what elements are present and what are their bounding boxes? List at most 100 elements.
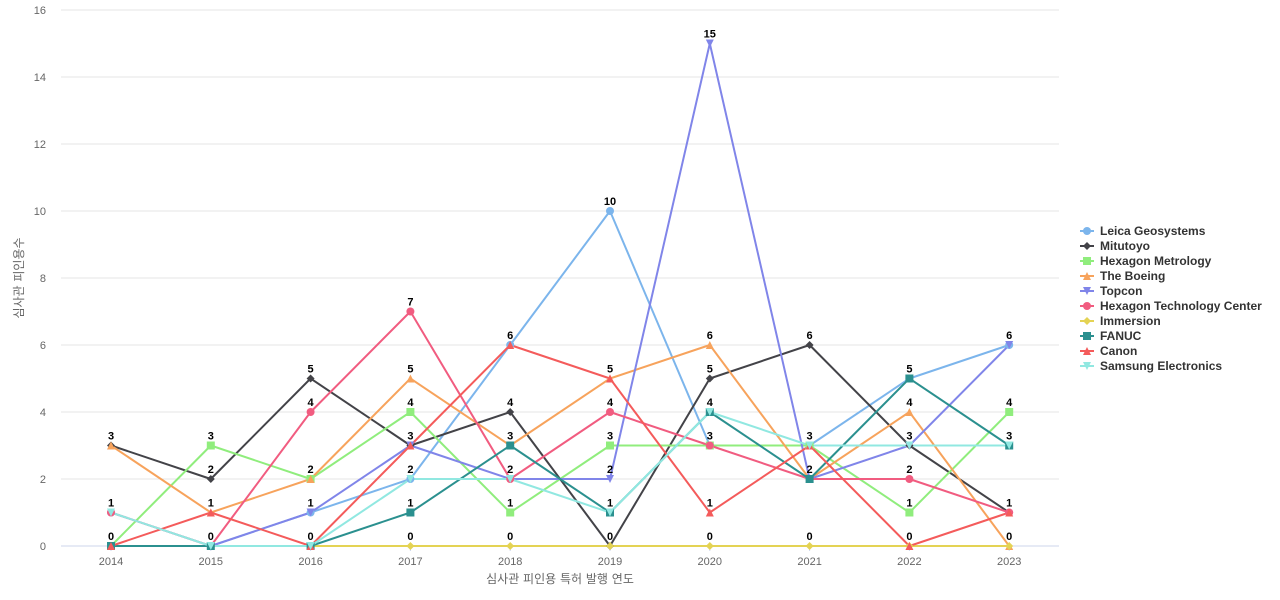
x-tick-label: 2019: [598, 556, 622, 568]
legend-marker: [1083, 227, 1091, 235]
data-point-fanuc: [406, 508, 415, 517]
x-axis-title: 심사관 피인용 특허 발행 연도: [486, 571, 634, 586]
y-tick-label: 14: [34, 72, 46, 84]
data-label: 6: [1006, 330, 1012, 342]
data-label: 1: [407, 498, 413, 510]
data-point-the-boeing: [306, 475, 315, 483]
legend-label: Samsung Electronics: [1100, 359, 1222, 373]
data-label: 15: [704, 29, 716, 41]
data-point-topcon: [606, 475, 614, 483]
data-label: 0: [906, 531, 912, 543]
legend-label: Immersion: [1100, 314, 1161, 328]
data-label: 0: [807, 531, 813, 543]
legend-item-leica-geosystems[interactable]: Leica Geosystems: [1080, 224, 1206, 238]
data-point-samsung-electronics: [905, 441, 914, 450]
y-tick-label: 8: [40, 273, 46, 285]
legend-marker: [1083, 347, 1091, 355]
data-point-immersion: [406, 542, 415, 550]
data-point-mitutoyo: [705, 374, 714, 383]
legend-label: FANUC: [1100, 329, 1142, 343]
data-point-topcon: [306, 508, 315, 517]
data-label: 5: [707, 364, 713, 376]
data-label: 1: [308, 498, 314, 510]
legend-item-hexagon-technology-center[interactable]: Hexagon Technology Center: [1080, 299, 1262, 313]
legend-item-samsung-electronics[interactable]: Samsung Electronics: [1080, 359, 1222, 373]
y-tick-label: 4: [40, 407, 46, 419]
series-line-topcon: [110, 42, 1011, 547]
x-axis: 2014 2015 2016 2017 2018 2019 2020 2021 2022 2023: [99, 546, 1021, 568]
x-tick-label: 2018: [498, 556, 522, 568]
legend-item-topcon[interactable]: Topcon: [1080, 284, 1142, 298]
series-markers: [107, 39, 1014, 550]
x-tick-label: 2017: [398, 556, 422, 568]
data-label: 0: [208, 531, 214, 543]
data-point-canon: [606, 374, 614, 383]
data-label: 2: [607, 464, 613, 476]
data-point-samsung-electronics: [606, 508, 614, 517]
legend-label: Hexagon Metrology: [1100, 254, 1212, 268]
data-point-hexagon-metrology: [1005, 408, 1014, 416]
legend-label: Leica Geosystems: [1100, 224, 1206, 238]
legend-marker: [1083, 317, 1091, 325]
data-label: 4: [1006, 397, 1013, 409]
data-label: 2: [308, 464, 314, 476]
x-tick-label: 2023: [997, 556, 1021, 568]
data-point-hexagon-technology-center: [606, 408, 614, 416]
data-point-the-boeing: [705, 341, 714, 349]
data-label: 1: [208, 498, 214, 510]
data-label: 4: [906, 397, 913, 409]
data-label: 5: [308, 364, 314, 376]
legend-item-hexagon-metrology[interactable]: Hexagon Metrology: [1080, 254, 1212, 268]
data-point-immersion: [506, 542, 515, 550]
data-point-fanuc: [905, 374, 914, 383]
data-point-hexagon-metrology: [406, 408, 415, 416]
series-line-canon: [110, 344, 1011, 547]
legend-item-immersion[interactable]: Immersion: [1080, 314, 1161, 328]
data-label: 7: [407, 297, 413, 309]
data-label: 6: [507, 330, 513, 342]
legend-item-the-boeing[interactable]: The Boeing: [1080, 269, 1165, 283]
legend-item-mitutoyo[interactable]: Mitutoyo: [1080, 239, 1150, 253]
data-label: 1: [906, 498, 912, 510]
data-label: 1: [108, 498, 114, 510]
data-point-mitutoyo: [306, 374, 315, 383]
legend-marker: [1083, 287, 1091, 295]
data-point-immersion: [705, 542, 714, 550]
data-label: 0: [407, 531, 413, 543]
data-label: 2: [507, 464, 513, 476]
y-axis: 0 2 4 6 8 10 12 14 16: [34, 5, 46, 553]
x-tick-label: 2021: [797, 556, 821, 568]
data-point-samsung-electronics: [306, 542, 315, 550]
data-point-canon: [406, 441, 415, 450]
data-label: 6: [707, 330, 713, 342]
y-tick-label: 6: [40, 340, 46, 352]
data-label: 2: [807, 464, 813, 476]
data-label: 4: [507, 397, 514, 409]
legend-marker: [1083, 242, 1091, 250]
legend-item-fanuc[interactable]: FANUC: [1080, 329, 1142, 343]
data-point-canon: [107, 542, 115, 550]
data-point-canon: [506, 341, 515, 349]
data-label: 1: [607, 498, 613, 510]
legend-item-canon[interactable]: Canon: [1080, 344, 1137, 358]
data-label: 4: [407, 397, 414, 409]
data-point-immersion: [1005, 542, 1014, 550]
data-point-leica-geosystems: [606, 207, 614, 215]
data-point-the-boeing: [107, 441, 115, 450]
legend-label: Canon: [1100, 344, 1137, 358]
data-label: 1: [1006, 498, 1012, 510]
legend-marker: [1083, 362, 1091, 370]
series-line-fanuc: [110, 377, 1011, 547]
data-point-hexagon-metrology: [206, 441, 215, 450]
y-axis-title: 심사관 피인용수: [12, 237, 26, 318]
data-point-the-boeing: [406, 374, 415, 383]
data-point-hexagon-metrology: [905, 508, 914, 517]
y-tick-label: 2: [40, 474, 46, 486]
legend-marker: [1083, 257, 1091, 265]
legend-label: Mitutoyo: [1100, 239, 1150, 253]
data-point-hexagon-technology-center: [905, 475, 914, 483]
data-point-hexagon-technology-center: [406, 307, 415, 316]
x-tick-label: 2016: [298, 556, 322, 568]
data-label: 5: [906, 364, 912, 376]
